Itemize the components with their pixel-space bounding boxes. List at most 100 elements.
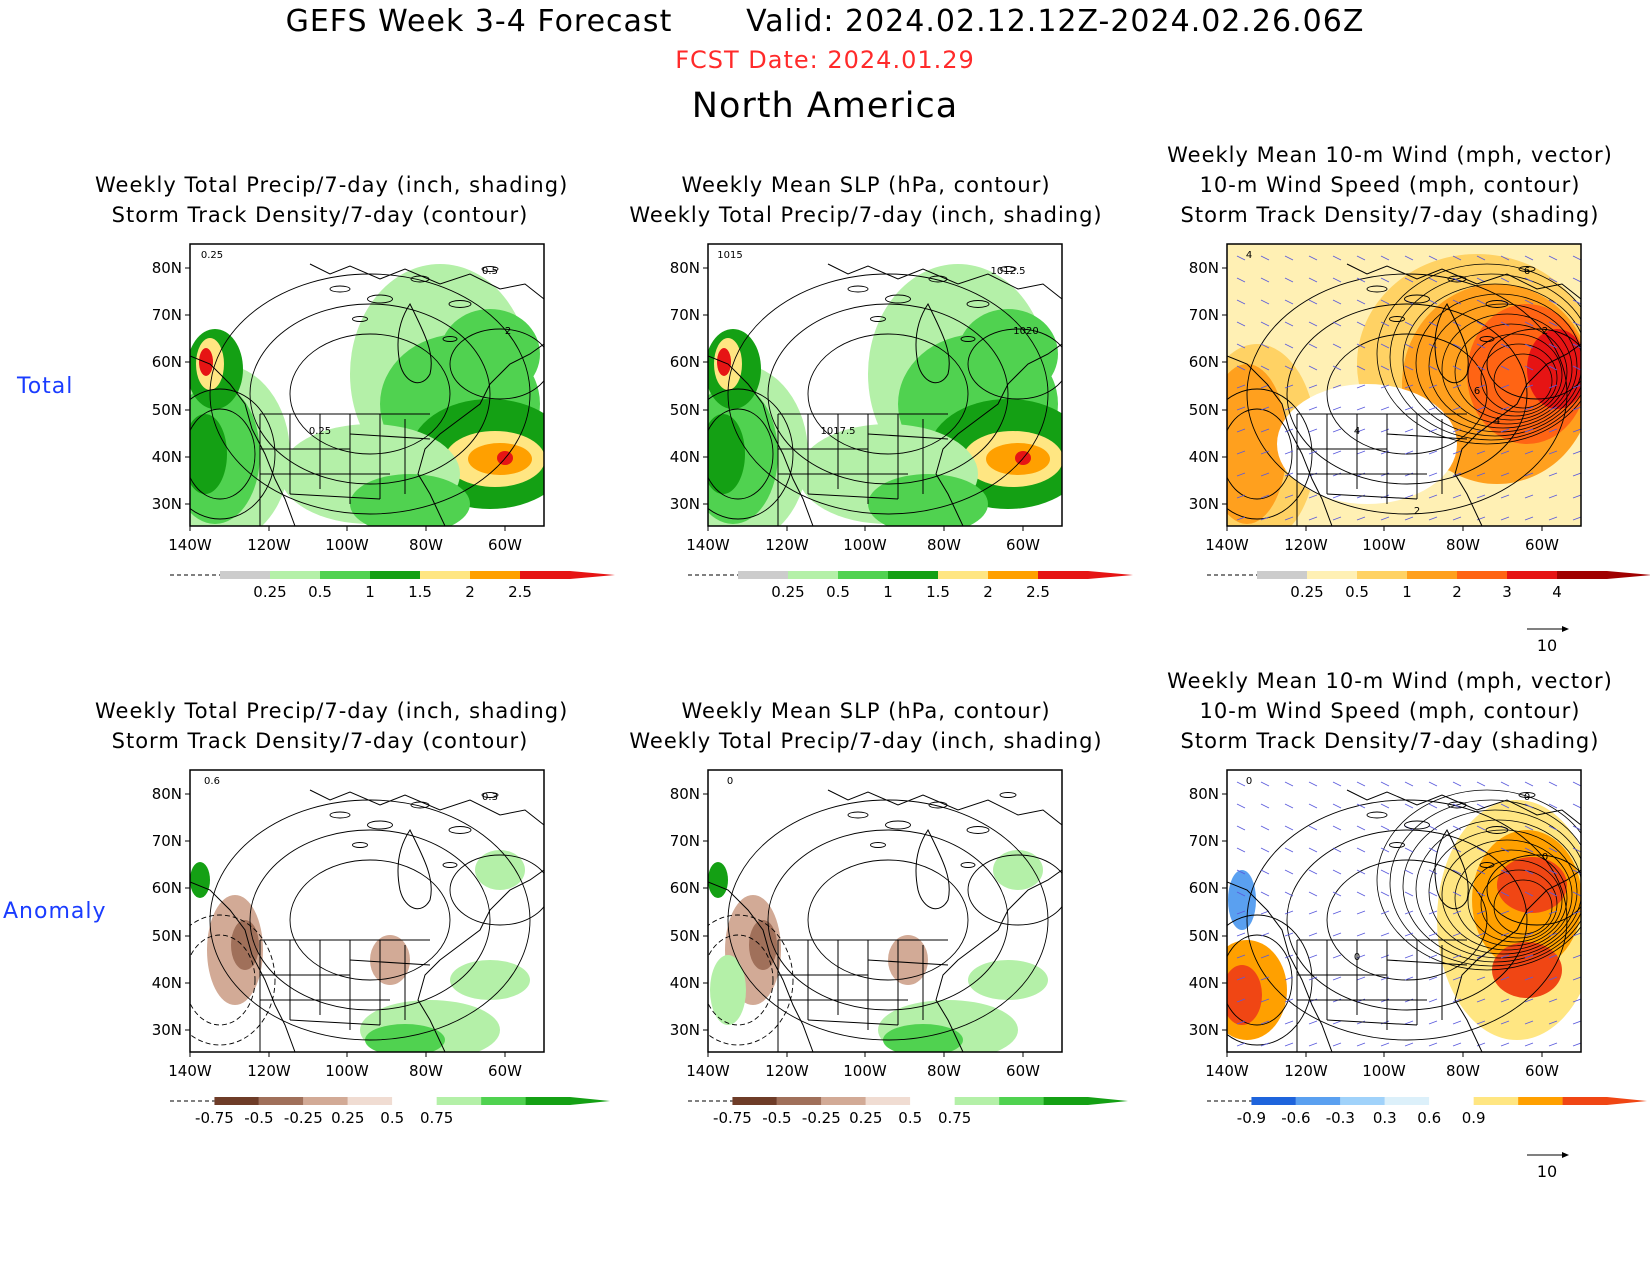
wind-vector (1572, 472, 1581, 477)
arctic-island-outline (1389, 316, 1405, 322)
wind-vector (1548, 365, 1558, 371)
map-panel: 4 6 2 4 6 4 2 80N 70N 60N 50N 40N 30N 140W 120W 100W 80W… (1189, 243, 1650, 654)
contour-line (1480, 869, 1558, 939)
wind-vector (1308, 343, 1318, 349)
state-boundary (1326, 1019, 1418, 1026)
colorbar-label: -0.9 (1237, 1109, 1266, 1127)
wind-vector (1572, 998, 1581, 1003)
wind-vector (1500, 321, 1510, 327)
colorbar-swatch (347, 1097, 393, 1105)
wind-vector (1284, 450, 1294, 455)
wind-vector (1236, 1020, 1246, 1025)
wind-vector (1284, 255, 1294, 261)
wind-vector (1476, 321, 1486, 327)
wind-vector (1236, 910, 1246, 915)
state-boundary (1326, 493, 1418, 500)
wind-vector (1260, 869, 1270, 875)
map-panel: 0.6 0.3 80N 70N 60N 50N 40N 30N 140W 120W 100W 80W 6… (152, 769, 610, 1127)
panel-title-line: Storm Track Density/7-day (shading) (1180, 203, 1600, 227)
wind-vector (1284, 954, 1294, 959)
wind-vector (1308, 277, 1318, 283)
wind-vector (1260, 1042, 1270, 1047)
wind-vector (1428, 998, 1438, 1003)
wind-vector (1236, 976, 1246, 981)
colorbar-swatch (214, 1097, 259, 1105)
state-boundary (349, 959, 431, 966)
contour-line (1376, 263, 1581, 445)
anomaly-shade (365, 1024, 445, 1052)
wind-vector (1524, 803, 1534, 809)
wind-vector (1236, 516, 1246, 521)
wind-vector (1356, 384, 1366, 389)
latitude-label: 50N (1189, 927, 1219, 945)
vector-reference: 10 (1527, 626, 1569, 654)
precip-shade (868, 474, 988, 526)
wind-vector (1428, 406, 1438, 411)
wind-vector (1548, 891, 1558, 897)
longitude-label: 120W (247, 536, 291, 554)
wind-vector (1452, 255, 1462, 261)
map-content: 0 0 0 0 (1227, 776, 1581, 1052)
wind-vector (1404, 910, 1414, 915)
wind-vector (1308, 406, 1318, 411)
contour-line (727, 799, 1049, 1041)
wind-vector (1524, 384, 1534, 389)
colorbar-label: 4 (1552, 583, 1562, 601)
panel-title-line: Storm Track Density/7-day (contour) (111, 729, 529, 753)
arctic-island-outline (1404, 294, 1430, 304)
wind-vector (1572, 891, 1581, 897)
wind-vector (1524, 406, 1534, 411)
arctic-island-outline (448, 826, 472, 834)
contour-line (1286, 303, 1528, 485)
arctic-island-outline (966, 826, 990, 834)
wind-vector (1404, 869, 1414, 875)
wind-vector (1260, 428, 1270, 433)
wind-vector (1356, 803, 1366, 809)
state-boundary (867, 433, 949, 440)
contour-label: 0 (1246, 776, 1252, 787)
wind-vector (1260, 1020, 1270, 1025)
map-frame (707, 243, 1063, 527)
latitude-label: 40N (670, 974, 700, 992)
reference-arrow-label: 10 (1537, 1162, 1557, 1180)
wind-vector (1452, 803, 1462, 809)
anomaly-shade (749, 920, 777, 970)
wind-vector (1332, 781, 1342, 787)
contour-label: 6 (1524, 266, 1530, 277)
contour-label: 2 (1542, 326, 1548, 337)
wind-vector (1356, 910, 1366, 915)
wind-vector (1356, 954, 1366, 959)
colorbar-swatch (910, 1097, 955, 1105)
wind-vector (1380, 365, 1390, 371)
contour-layer (190, 799, 544, 1046)
colorbar-end (570, 1097, 610, 1105)
wind-vector (1380, 321, 1390, 327)
wind-vector (1548, 450, 1558, 455)
wind-vector (1284, 365, 1294, 371)
longitude-label: 100W (1362, 1062, 1406, 1080)
latitude-label: 30N (152, 495, 182, 513)
wind-vector (1284, 781, 1294, 787)
wind-vector (1236, 825, 1246, 831)
colorbar-label: 2 (1452, 583, 1462, 601)
wind-vector (1404, 277, 1414, 283)
wind-vector (1500, 516, 1510, 521)
longitude-label: 140W (168, 536, 212, 554)
wind-vector (1500, 910, 1510, 915)
longitude-label: 120W (1284, 536, 1328, 554)
wind-vector (1524, 472, 1534, 477)
contour-line (767, 303, 1009, 485)
wind-vector (1332, 516, 1342, 521)
latitude-label: 50N (670, 401, 700, 419)
panel-title-line: 10-m Wind Speed (mph, contour) (1199, 173, 1581, 197)
panel-title-line: Weekly Mean SLP (hPa, contour) (681, 699, 1051, 723)
wind-vector (1452, 428, 1462, 433)
wind-vector (1284, 1042, 1294, 1047)
arctic-island-outline (442, 336, 458, 342)
wind-vector (1380, 450, 1390, 455)
wind-vector (1524, 516, 1534, 521)
longitude-label: 140W (686, 536, 730, 554)
wind-vector (1332, 932, 1342, 937)
wind-vector (1356, 869, 1366, 875)
